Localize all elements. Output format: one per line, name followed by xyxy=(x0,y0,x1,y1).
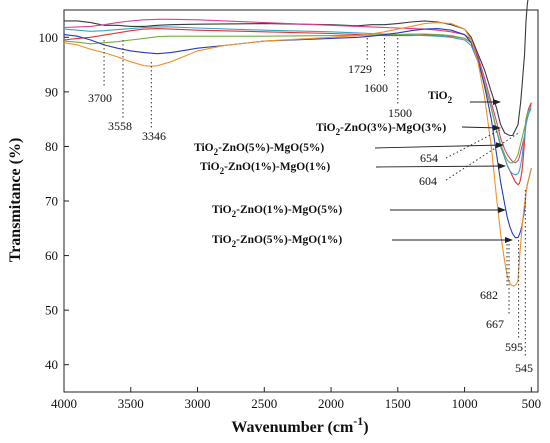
x-tick-label: 2500 xyxy=(251,396,277,411)
peak-label-595: 595 xyxy=(505,340,523,354)
peak-label-1729: 1729 xyxy=(348,62,372,76)
sample-label-2: TiO2-ZnO(3%)-MgO(3%) xyxy=(316,122,446,137)
sample-label-3: TiO2-ZnO(5%)-MgO(5%) xyxy=(194,142,324,157)
x-tick-label: 4000 xyxy=(51,396,77,411)
series-line-1 xyxy=(64,0,529,137)
sample-arrow-4 xyxy=(375,163,506,170)
sample-arrow-3 xyxy=(374,142,504,149)
y-tick-label: 80 xyxy=(45,139,58,154)
peak-label-3346: 3346 xyxy=(142,129,166,143)
peak-label-1600: 1600 xyxy=(364,81,388,95)
x-tick-label: 3000 xyxy=(185,396,211,411)
x-tick-label: 1500 xyxy=(385,396,411,411)
sample-label-5: TiO2-ZnO(1%)-MgO(5%) xyxy=(212,204,342,219)
x-tick-label: 500 xyxy=(522,396,542,411)
peak-label-1500: 1500 xyxy=(388,106,412,120)
x-axis-title: Wavenumber (cm-1) xyxy=(231,414,368,436)
sample-arrow-2 xyxy=(461,124,501,131)
series-layer xyxy=(63,0,532,287)
series-line-7 xyxy=(63,22,532,287)
sample-label-4: TiO2-ZnO(1%)-MgO(1%) xyxy=(200,161,330,176)
peak-label-654: 654 xyxy=(420,151,438,165)
peak-label-667: 667 xyxy=(486,317,504,331)
x-tick-label: 3500 xyxy=(118,396,144,411)
y-tick-label: 70 xyxy=(45,194,58,209)
sample-label-6: TiO2-ZnO(5%)-MgO(1%) xyxy=(212,234,342,249)
peak-label-3700: 3700 xyxy=(88,91,112,105)
sample-labels: TiO2 TiO2-ZnO(3%)-MgO(3%) TiO2-ZnO(5%)-MgO… xyxy=(194,90,513,249)
y-tick-label: 90 xyxy=(45,84,58,99)
peak-label-545: 545 xyxy=(515,361,533,375)
y-tick-label: 100 xyxy=(39,30,59,45)
y-tick-label: 60 xyxy=(45,248,58,263)
sample-label-1: TiO2 xyxy=(428,90,453,105)
x-tick-label: 2000 xyxy=(318,396,344,411)
y-axis-title: Transmitance (%) xyxy=(7,138,24,263)
peak-label-3558: 3558 xyxy=(108,119,132,133)
y-tick-label: 40 xyxy=(45,357,58,372)
tick-layer: 4000 3500 3000 2500 2000 1500 1000 500 40 50 60 70 8… xyxy=(39,30,542,411)
y-tick-label: 50 xyxy=(45,303,58,318)
peak-leader-604 xyxy=(445,131,521,181)
series-line-4 xyxy=(63,26,532,176)
x-tick-label: 1000 xyxy=(452,396,478,411)
series-line-2 xyxy=(63,18,532,164)
plot-frame xyxy=(63,9,539,393)
peak-label-682: 682 xyxy=(480,288,498,302)
peak-label-604: 604 xyxy=(419,174,437,188)
